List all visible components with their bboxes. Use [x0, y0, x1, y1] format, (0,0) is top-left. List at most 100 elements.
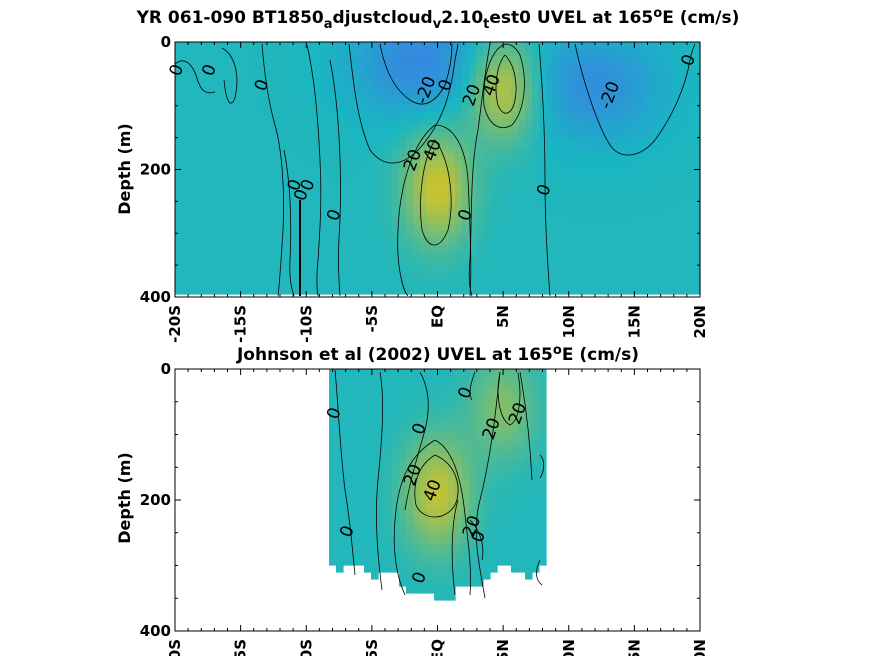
field-cell: [203, 266, 211, 274]
field-cell: [672, 91, 680, 99]
field-cell: [588, 84, 596, 92]
field-cell: [329, 189, 337, 197]
field-cell: [350, 147, 358, 155]
field-cell: [525, 126, 533, 134]
field-cell: [385, 231, 393, 239]
field-cell: [497, 238, 505, 246]
field-cell: [616, 42, 624, 50]
field-cell: [602, 210, 610, 218]
field-cell: [518, 259, 526, 267]
field-cell: [413, 133, 421, 141]
field-cell: [336, 112, 344, 120]
field-cell: [651, 91, 659, 99]
field-cell: [483, 84, 491, 92]
field-cell: [399, 495, 407, 503]
field-cell: [252, 203, 260, 211]
field-cell: [448, 523, 456, 531]
field-cell: [308, 280, 316, 288]
field-cell: [294, 245, 302, 253]
field-cell: [343, 119, 351, 127]
field-cell: [413, 453, 421, 461]
field-cell: [574, 252, 582, 260]
field-cell: [371, 432, 379, 440]
field-cell: [672, 217, 680, 225]
field-cell: [469, 189, 477, 197]
field-cell: [189, 245, 197, 253]
field-cell: [679, 133, 687, 141]
field-cell: [420, 196, 428, 204]
field-cell: [427, 572, 435, 580]
field-cell: [560, 175, 568, 183]
field-cell: [581, 105, 589, 113]
field-cell: [462, 376, 470, 384]
field-cell: [581, 49, 589, 57]
field-cell: [392, 404, 400, 412]
field-cell: [343, 287, 351, 295]
field-cell: [182, 224, 190, 232]
field-cell: [511, 418, 519, 426]
field-cell: [336, 70, 344, 78]
field-cell: [266, 63, 274, 71]
field-cell: [574, 77, 582, 85]
field-cell: [511, 544, 519, 552]
field-cell: [399, 453, 407, 461]
field-cell: [497, 266, 505, 274]
field-cell: [490, 404, 498, 412]
field-cell: [476, 238, 484, 246]
field-cell: [301, 49, 309, 57]
field-cell: [490, 390, 498, 398]
field-cell: [560, 119, 568, 127]
field-cell: [441, 558, 449, 566]
field-cell: [301, 175, 309, 183]
field-cell: [210, 154, 218, 162]
field-cell: [567, 133, 575, 141]
field-cell: [273, 189, 281, 197]
field-cell: [343, 266, 351, 274]
field-cell: [217, 280, 225, 288]
field-cell: [371, 77, 379, 85]
field-cell: [343, 481, 351, 489]
field-cell: [644, 203, 652, 211]
field-cell: [455, 196, 463, 204]
field-cell: [623, 119, 631, 127]
field-cell: [483, 245, 491, 253]
field-cell: [287, 126, 295, 134]
field-cell: [427, 502, 435, 510]
field-cell: [371, 488, 379, 496]
field-cell: [434, 182, 442, 190]
field-cell: [434, 397, 442, 405]
field-cell: [553, 189, 561, 197]
field-cell: [455, 91, 463, 99]
field-cell: [336, 558, 344, 566]
field-cell: [413, 273, 421, 281]
field-cell: [497, 516, 505, 524]
field-cell: [483, 231, 491, 239]
field-cell: [308, 161, 316, 169]
field-cell: [539, 537, 547, 545]
field-cell: [392, 196, 400, 204]
field-cell: [630, 203, 638, 211]
field-cell: [497, 383, 505, 391]
field-cell: [448, 105, 456, 113]
field-cell: [497, 273, 505, 281]
field-cell: [448, 238, 456, 246]
field-cell: [392, 453, 400, 461]
field-cell: [623, 224, 631, 232]
field-cell: [448, 224, 456, 232]
field-cell: [553, 77, 561, 85]
field-cell: [434, 495, 442, 503]
field-cell: [609, 98, 617, 106]
field-cell: [252, 238, 260, 246]
field-cell: [392, 537, 400, 545]
field-cell: [672, 161, 680, 169]
field-cell: [259, 217, 267, 225]
field-cell: [294, 56, 302, 64]
field-cell: [322, 49, 330, 57]
field-cell: [546, 231, 554, 239]
field-cell: [665, 210, 673, 218]
field-cell: [378, 56, 386, 64]
field-cell: [413, 196, 421, 204]
field-cell: [511, 439, 519, 447]
field-cell: [476, 579, 484, 587]
field-cell: [511, 49, 519, 57]
